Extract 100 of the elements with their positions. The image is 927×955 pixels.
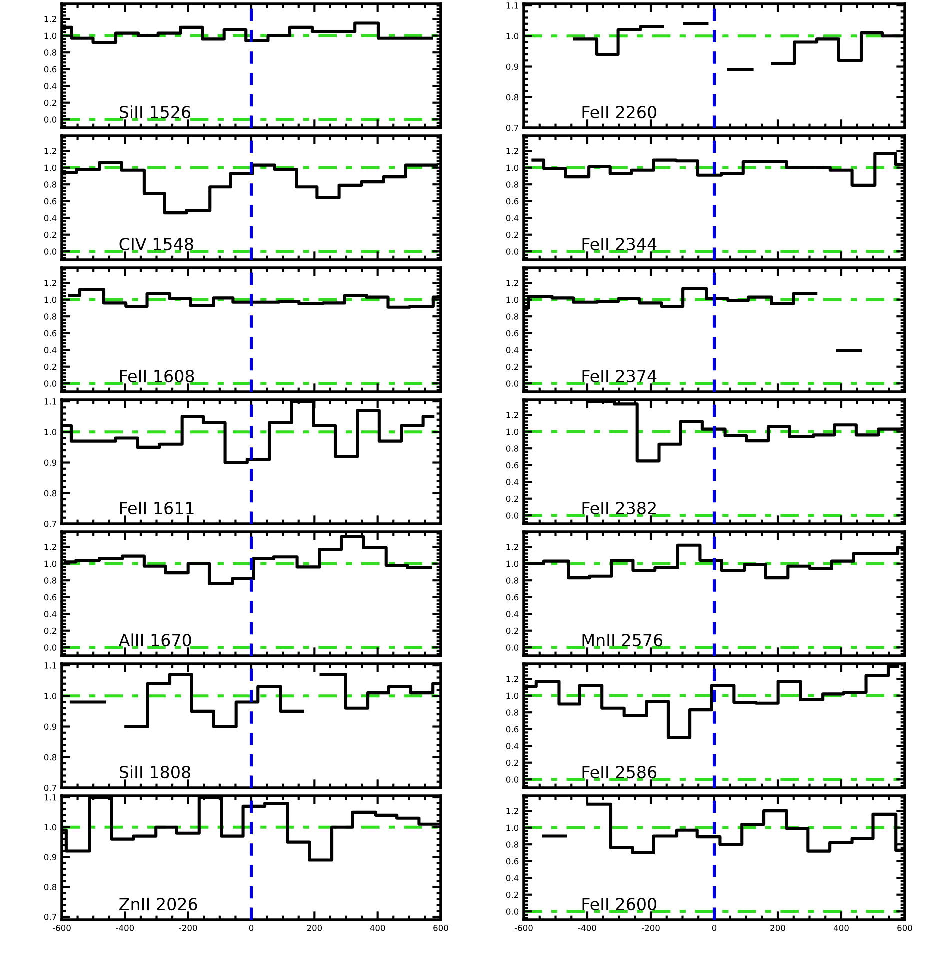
y-tick-label: 0.0	[44, 380, 57, 387]
annotation: FeII 1611	[120, 502, 194, 515]
y-tick-label: 0.2	[44, 100, 56, 106]
annotation: AlII 1670	[118, 634, 192, 647]
y-tick-label: 1.2	[506, 412, 518, 418]
y-tick-label: 1.1	[44, 398, 56, 405]
y-tick-label: 0.7	[506, 124, 518, 132]
annotation: FeII 2586	[582, 766, 657, 779]
y-tick-label: 1.2	[44, 280, 56, 286]
y-tick-label: 0.6	[506, 330, 519, 337]
x-tick-label: -600	[52, 925, 71, 932]
y-tick-label: 0.0	[506, 644, 519, 651]
y-tick-label: 0.6	[506, 462, 519, 469]
y-tick-label: 0.6	[44, 594, 57, 601]
y-tick-label: 0.2	[44, 628, 56, 634]
y-tick-label: 1.0	[506, 33, 519, 40]
y-tick-label: 0.0	[506, 248, 519, 255]
x-tick-label: -200	[642, 925, 660, 932]
x-tick-label: 400	[370, 925, 386, 932]
annotation: FeII 2344	[582, 238, 657, 251]
y-tick-label: 1.2	[506, 280, 518, 286]
y-tick-label: 0.4	[506, 479, 519, 486]
x-tick-label: 200	[770, 925, 786, 932]
x-tick-label: 600	[898, 925, 912, 932]
y-tick-label: 1.2	[44, 148, 56, 154]
y-tick-label: 0.2	[44, 364, 56, 370]
y-tick-label: 0.4	[506, 743, 519, 750]
annotation: FeII 2260	[582, 106, 657, 119]
y-tick-label: 1.2	[44, 544, 56, 550]
y-tick-label: 0.8	[44, 578, 57, 584]
y-tick-label: 0.9	[44, 460, 57, 466]
y-tick-label: 1.1	[506, 2, 518, 9]
y-tick-label: 0.0	[506, 776, 519, 783]
y-tick-label: 1.0	[506, 164, 519, 172]
y-tick-label: 0.2	[506, 760, 518, 766]
y-tick-label: 0.8	[506, 710, 519, 716]
y-tick-label: 1.0	[506, 692, 519, 700]
y-tick-label: 0.8	[44, 182, 57, 188]
y-tick-label: 0.0	[506, 908, 519, 915]
y-tick-label: 1.0	[44, 296, 57, 304]
y-tick-label: 1.0	[506, 824, 519, 832]
y-tick-label: 0.6	[44, 198, 57, 205]
y-tick-label: 0.6	[506, 858, 519, 865]
y-tick-label: 1.2	[506, 544, 518, 550]
x-tick-label: -200	[179, 925, 198, 932]
y-tick-label: 0.7	[44, 520, 56, 528]
y-tick-label: 0.8	[506, 842, 519, 848]
annotation: FeII 2374	[582, 370, 657, 383]
y-tick-label: 1.0	[44, 429, 57, 436]
y-tick-label: 0.7	[44, 784, 56, 792]
annotation: SiII 1808	[120, 766, 190, 779]
y-tick-label: 0.8	[44, 314, 57, 320]
y-tick-label: 0.9	[44, 724, 57, 730]
y-tick-label: 0.0	[506, 380, 519, 387]
y-tick-label: 0.0	[506, 512, 519, 519]
y-tick-label: 0.9	[44, 854, 57, 861]
y-tick-label: 0.8	[506, 578, 519, 584]
y-tick-label: 0.4	[44, 611, 57, 618]
y-tick-label: 0.4	[506, 347, 519, 354]
y-tick-label: 0.8	[44, 754, 57, 761]
y-tick-label: 1.1	[44, 662, 56, 669]
y-tick-label: 0.2	[506, 364, 518, 370]
y-tick-label: 0.4	[44, 83, 57, 90]
y-tick-label: 0.2	[506, 628, 518, 634]
annotation: CIV 1548	[120, 238, 194, 251]
x-tick-label: 400	[834, 925, 849, 932]
y-tick-label: 1.2	[506, 808, 518, 814]
annotation: SiII 1526	[120, 106, 191, 119]
y-tick-label: 0.7	[44, 914, 56, 920]
annotation: FeII 2382	[582, 502, 656, 515]
y-tick-label: 0.2	[44, 232, 56, 238]
y-tick-label: 0.6	[506, 726, 519, 733]
y-tick-label: 0.2	[506, 232, 518, 238]
y-tick-label: 0.4	[506, 215, 519, 222]
y-tick-label: 0.4	[506, 875, 519, 882]
y-tick-label: 0.4	[44, 347, 57, 354]
y-tick-label: 0.8	[506, 446, 519, 452]
y-tick-label: 0.8	[44, 490, 57, 497]
y-tick-label: 1.0	[44, 32, 57, 40]
y-tick-label: 1.1	[44, 794, 56, 801]
y-tick-label: 0.4	[44, 215, 57, 222]
annotation: MnII 2576	[582, 634, 663, 647]
y-tick-label: 0.8	[506, 182, 519, 188]
x-tick-label: -600	[514, 925, 533, 932]
y-tick-label: 0.6	[506, 198, 519, 205]
y-tick-label: 0.6	[44, 330, 57, 337]
y-tick-label: 0.9	[506, 64, 519, 70]
y-tick-label: 0.0	[44, 116, 57, 123]
y-tick-label: 1.0	[44, 560, 57, 568]
y-tick-label: 0.4	[506, 611, 519, 618]
x-tick-label: 200	[307, 925, 322, 932]
x-tick-label: -400	[578, 925, 596, 932]
y-tick-label: 1.0	[506, 560, 519, 568]
y-tick-label: 0.8	[506, 314, 519, 320]
x-tick-label: 0	[249, 925, 254, 932]
annotation: ZnII 2026	[120, 898, 198, 911]
y-tick-label: 0.0	[44, 644, 57, 651]
y-tick-label: 0.2	[506, 496, 518, 502]
y-tick-label: 1.0	[44, 693, 57, 700]
y-tick-label: 1.0	[44, 824, 57, 831]
